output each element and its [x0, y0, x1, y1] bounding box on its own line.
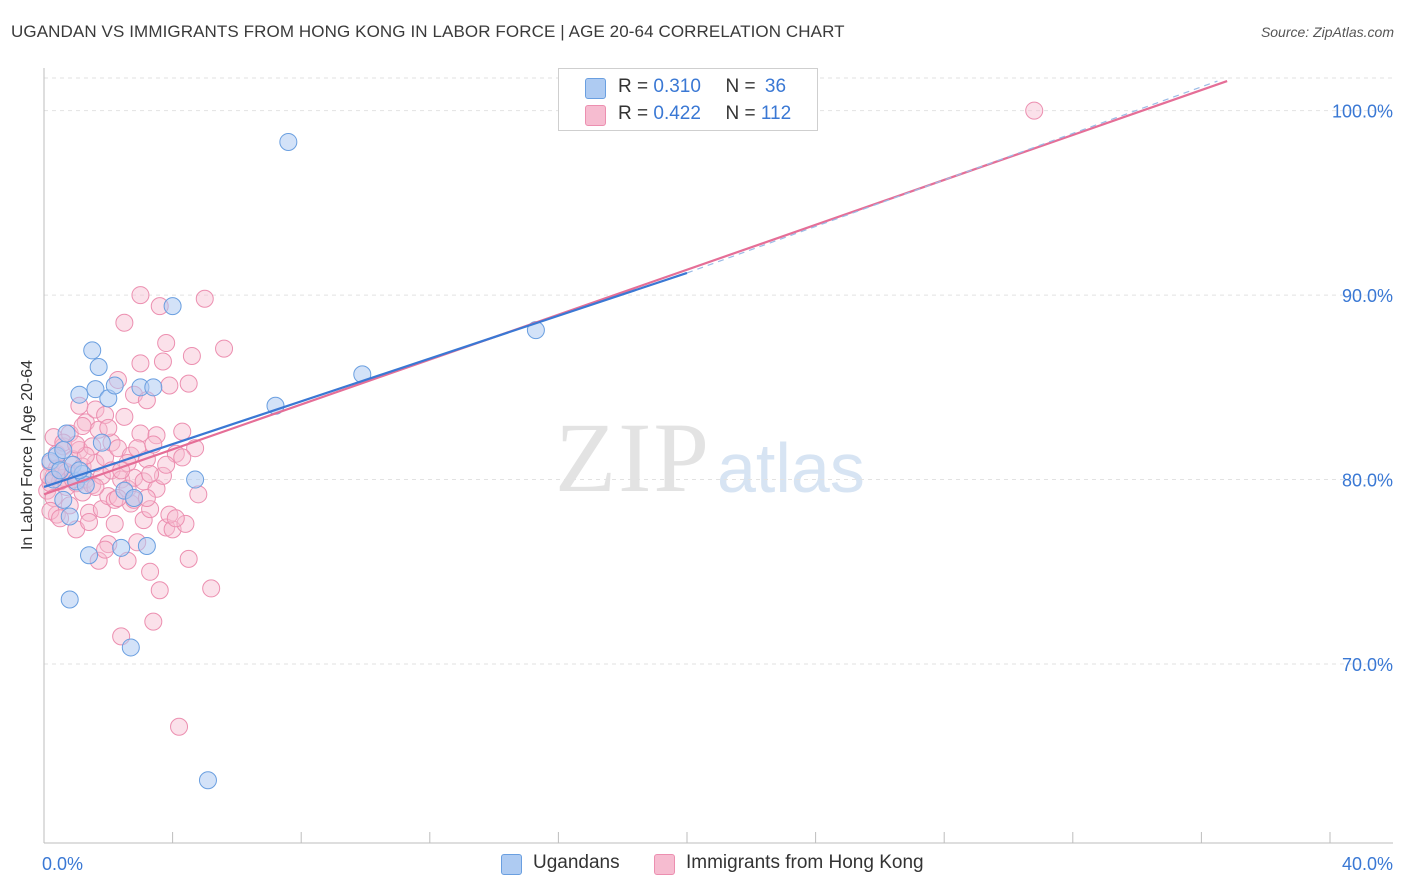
y-tick-label: 100.0%: [1332, 102, 1393, 122]
ugandans-point: [163, 297, 182, 316]
hongkong-point: [131, 286, 150, 305]
ugandans-point: [70, 385, 89, 404]
ugandans-point: [54, 490, 73, 509]
ugandans-point: [92, 433, 111, 452]
hongkong-point: [73, 417, 92, 436]
ugandans-point: [198, 771, 217, 790]
ugandans-points: [41, 132, 545, 790]
ugandans-point: [186, 470, 205, 489]
n-value: 36: [764, 76, 787, 97]
ugandans-point: [83, 341, 102, 360]
ugandans-point: [86, 380, 105, 399]
legend-label: Ugandans: [533, 852, 620, 873]
hongkong-point: [80, 512, 99, 531]
hongkong-point: [1025, 101, 1044, 120]
ugandans-trend-line: [43, 271, 688, 488]
hongkong-point: [170, 717, 189, 736]
hongkong-point: [166, 509, 185, 528]
hongkong-point: [141, 562, 160, 581]
hongkong-point: [153, 352, 172, 371]
ugandans-point: [60, 507, 79, 526]
hongkong-point: [157, 455, 176, 474]
hongkong-point: [157, 334, 176, 353]
r-label: R =: [618, 103, 649, 124]
hongkong-point: [202, 579, 221, 598]
ugandans-point: [279, 132, 298, 151]
ugandans-point: [144, 378, 163, 397]
ugandans-point: [60, 590, 79, 609]
ugandans-swatch: [501, 854, 522, 875]
hongkong-point: [96, 540, 115, 559]
hongkong-point: [179, 374, 198, 393]
hongkong-point: [176, 514, 195, 533]
r-label: R =: [618, 76, 649, 97]
ugandans-point: [137, 536, 156, 555]
x-tick-label: 0.0%: [42, 854, 83, 874]
ugandans-point: [89, 358, 108, 377]
hongkong-point: [179, 549, 198, 568]
r-value: 0.422: [653, 103, 701, 124]
n-label: N =: [725, 103, 756, 124]
ugandans-point: [80, 546, 99, 565]
ugandans-point: [121, 638, 140, 657]
hongkong-point: [134, 511, 153, 530]
ugandans-point: [112, 538, 131, 557]
hongkong-point: [150, 581, 169, 600]
hongkong-point: [182, 346, 201, 365]
chart-source: Source: ZipAtlas.com: [1260, 24, 1394, 40]
hongkong-point: [189, 485, 208, 504]
hongkong-point: [115, 313, 134, 332]
legend-label: Immigrants from Hong Kong: [686, 852, 924, 873]
watermark-atlas: atlas: [717, 429, 865, 507]
r-value: 0.310: [653, 76, 701, 97]
watermark-zip: ZIP: [555, 402, 711, 513]
x-tick-label: 40.0%: [1342, 854, 1393, 874]
hongkong-point: [215, 339, 234, 358]
hongkong-point: [141, 500, 160, 519]
hongkong-swatch: [654, 854, 675, 875]
ugandans-swatch: [585, 78, 606, 99]
hongkong-trend-line: [43, 80, 1228, 496]
n-value: 112: [760, 103, 792, 124]
correlation-legend: R = 0.310 N = 36 R = 0.422 N = 112: [558, 68, 818, 131]
ugandans-point: [125, 489, 144, 508]
hongkong-point: [173, 448, 192, 467]
tick-labels: 70.0% 80.0% 90.0% 100.0% 0.0% 40.0%: [42, 102, 1393, 874]
hongkong-point: [160, 376, 179, 395]
hongkong-point: [131, 424, 150, 443]
hongkong-point: [141, 465, 160, 484]
hongkong-point: [195, 289, 214, 308]
n-label: N =: [725, 76, 756, 97]
hongkong-point: [115, 407, 134, 426]
hongkong-point: [41, 501, 60, 520]
y-tick-label: 80.0%: [1342, 471, 1393, 491]
hongkong-point: [173, 422, 192, 441]
hongkong-point: [144, 612, 163, 631]
trend-lines: [43, 80, 1228, 496]
hongkong-point: [105, 514, 124, 533]
hongkong-swatch: [585, 105, 606, 126]
chart-title: UGANDAN VS IMMIGRANTS FROM HONG KONG IN …: [11, 22, 845, 41]
y-tick-label: 70.0%: [1342, 655, 1393, 675]
hongkong-point: [131, 354, 150, 373]
ugandans-point: [57, 424, 76, 443]
ugandans-point: [105, 376, 124, 395]
axes: [43, 68, 1393, 844]
y-tick-label: 90.0%: [1342, 286, 1393, 306]
grid-lines: [44, 77, 1393, 665]
ugandans-point: [54, 441, 73, 460]
